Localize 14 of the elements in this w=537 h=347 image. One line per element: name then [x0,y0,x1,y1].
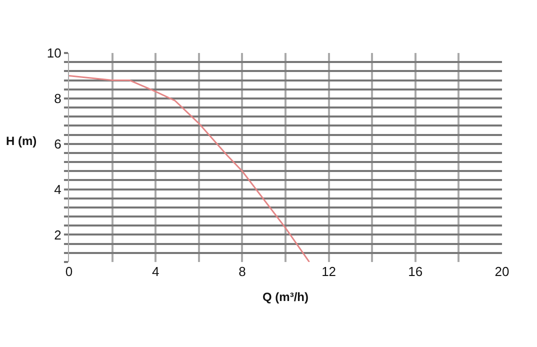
y-tick-label: 8 [54,90,62,106]
y-tick-label: 4 [54,182,62,197]
x-tick-label: 4 [152,264,160,279]
y-tick-label: 10 [46,46,62,61]
x-tick-label: 8 [238,264,246,279]
x-tick-label: 20 [494,264,510,279]
x-tick-label: 12 [322,264,336,279]
y-tick-label: 6 [54,136,62,152]
x-axis-title: Q (m³/h) [262,290,308,304]
x-tick-label: 0 [65,264,73,279]
y-axis-title: H (m) [6,134,37,148]
line-series [69,74,310,262]
y-tick-label: 2 [54,227,62,242]
x-tick-label: 16 [408,264,423,279]
